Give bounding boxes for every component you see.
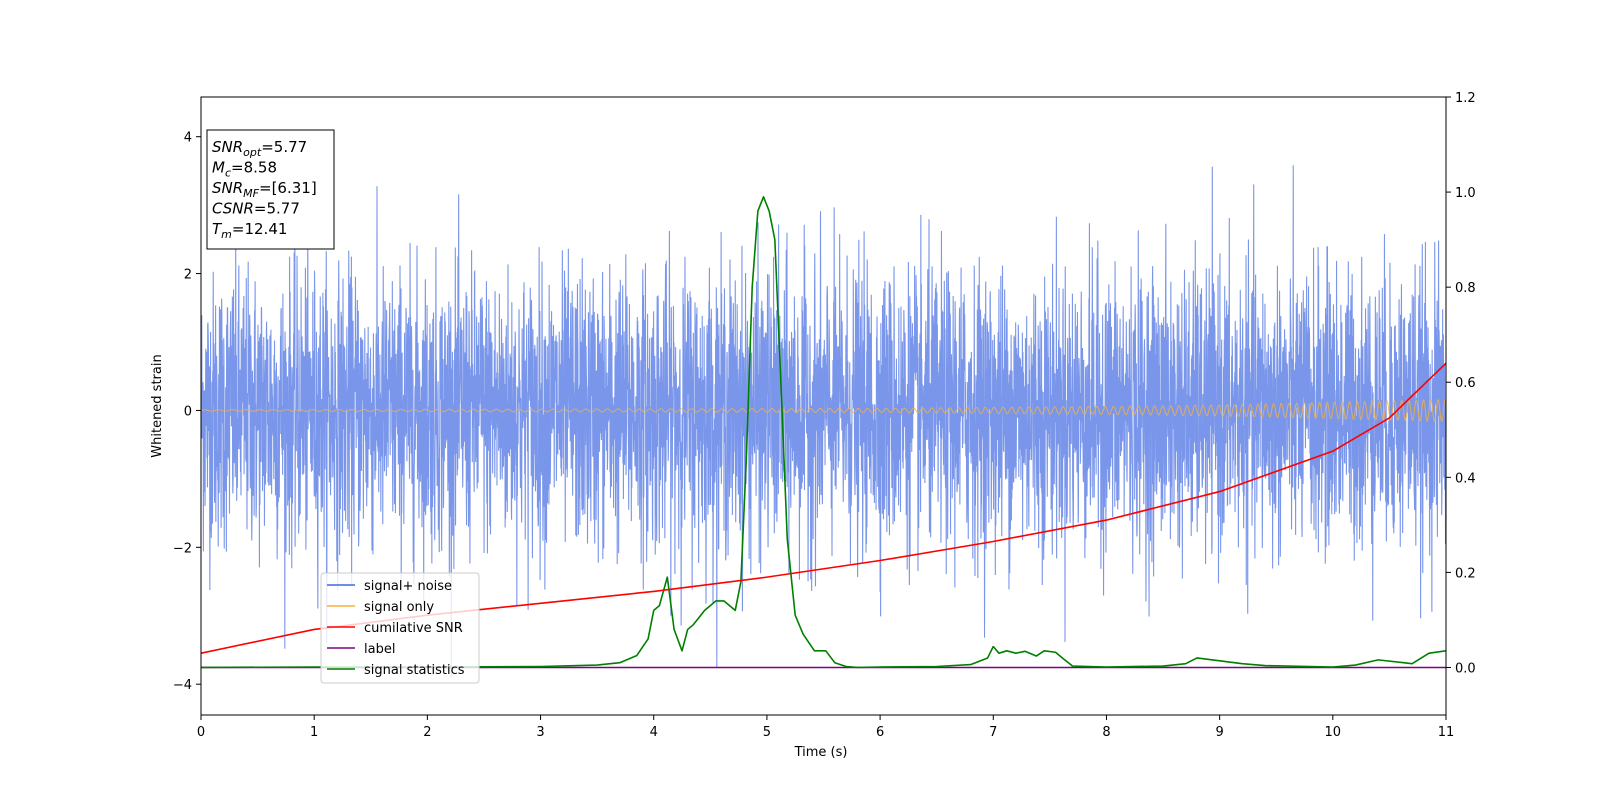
x-tick-label: 6 <box>876 725 884 740</box>
y-axis-left: −4 −2 0 2 4 <box>173 131 201 693</box>
y-axis-label: Whitened strain <box>150 354 165 457</box>
y2-tick-label: 0.8 <box>1455 281 1476 296</box>
y-axis-right: 0.0 0.2 0.4 0.6 0.8 1.0 1.2 <box>1446 91 1476 676</box>
legend-label: label <box>364 642 395 657</box>
series-signal-statistics <box>201 196 1446 669</box>
series-signal-noise <box>201 165 1446 678</box>
x-tick-label: 1 <box>310 725 318 740</box>
signal-only-line <box>201 398 1446 423</box>
legend: signal+ noise signal only cumilative SNR la… <box>320 572 480 684</box>
y-tick-label: 0 <box>184 404 192 419</box>
legend-label: signal statistics <box>364 663 465 678</box>
info-line: Mc=8.58 <box>212 159 277 180</box>
signal-statistics-line <box>201 196 1446 669</box>
y-tick-label: 2 <box>184 268 192 283</box>
x-tick-label: 11 <box>1438 725 1455 740</box>
x-tick-label: 8 <box>1102 725 1110 740</box>
legend-label: cumilative SNR <box>364 621 463 636</box>
info-line: Tm=12.41 <box>212 220 287 241</box>
plot-frame <box>200 96 1447 716</box>
y-tick-label: −4 <box>173 678 192 693</box>
info-line: SNRMF=[6.31] <box>212 179 317 200</box>
y2-tick-label: 0.4 <box>1455 471 1476 486</box>
info-box-frame <box>206 129 335 250</box>
x-axis: 0 1 2 3 4 5 6 7 8 9 10 11 <box>197 715 1454 740</box>
info-line: CSNR=5.77 <box>212 200 300 218</box>
x-tick-label: 2 <box>423 725 431 740</box>
legend-label: signal+ noise <box>364 579 452 594</box>
y-tick-label: −2 <box>173 541 192 556</box>
legend-frame <box>320 572 480 684</box>
y2-tick-label: 1.2 <box>1455 91 1476 106</box>
x-axis-label: Time (s) <box>794 745 848 760</box>
x-tick-label: 5 <box>763 725 771 740</box>
series-signal-only <box>201 398 1446 423</box>
y2-tick-label: 0.0 <box>1455 661 1476 676</box>
y2-tick-label: 0.6 <box>1455 376 1476 391</box>
info-line: SNRopt=5.77 <box>212 138 307 159</box>
x-tick-label: 9 <box>1215 725 1223 740</box>
x-tick-label: 4 <box>650 725 658 740</box>
y2-tick-label: 0.2 <box>1455 566 1476 581</box>
x-tick-label: 3 <box>536 725 544 740</box>
x-tick-label: 0 <box>197 725 205 740</box>
y2-tick-label: 1.0 <box>1455 186 1476 201</box>
signal-noise-line <box>201 165 1446 678</box>
y-tick-label: 4 <box>184 131 192 146</box>
x-tick-label: 7 <box>989 725 997 740</box>
x-tick-label: 10 <box>1325 725 1342 740</box>
legend-label: signal only <box>364 600 434 615</box>
